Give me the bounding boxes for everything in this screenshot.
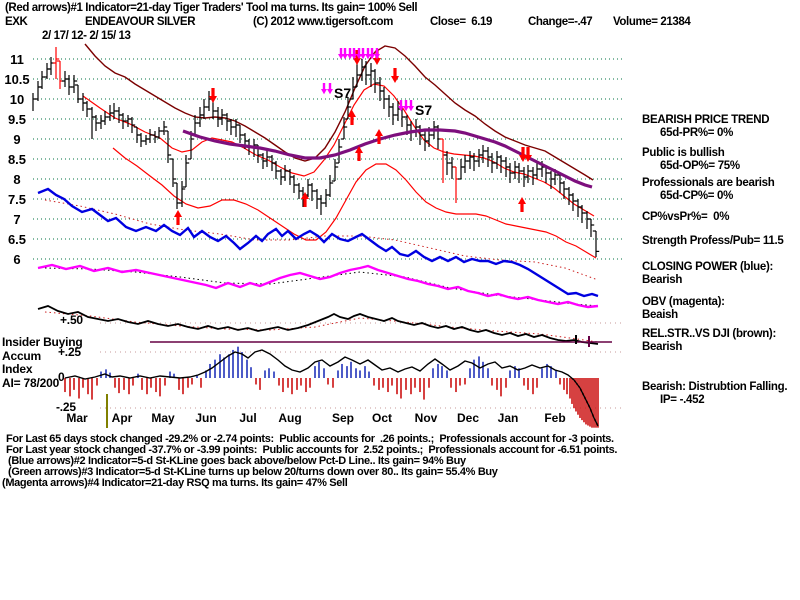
- public-state: Public is bullish: [642, 147, 725, 159]
- footer-indicator3: (Green arrows)#3 Indicator=5-d St-KLine …: [8, 466, 498, 478]
- plus25-label: +.25: [58, 345, 81, 359]
- ip-title: Bearish: Distrubtion Falling.: [642, 381, 788, 393]
- s7-annotation: S7: [334, 85, 352, 101]
- strength-ratio: Strength Profess/Pub= 11.5: [642, 235, 784, 247]
- closing-power-title: CLOSING POWER (blue):: [642, 261, 774, 273]
- pr-percent: 65d-PR%= 0%: [660, 127, 734, 139]
- price-tick-label: 7: [13, 212, 21, 227]
- month-label: Nov: [414, 411, 438, 425]
- closing-power-state: Bearish: [642, 274, 683, 286]
- price-tick-label: 8.5: [7, 152, 27, 167]
- footer-indicator2: (Blue arrows)#2 Indicator=5-d St-KLine g…: [8, 455, 466, 467]
- zero-label: 0: [58, 370, 65, 384]
- copyright: (C) 2012 www.tigersoft.com: [253, 16, 393, 28]
- month-label: Feb: [544, 411, 566, 425]
- insider-buying-label: Insider Buying: [2, 335, 83, 349]
- month-label: Jul: [239, 411, 257, 425]
- close-value: Close= 6.19: [430, 16, 493, 28]
- footer-change-year: For Last year stock changed -37.7% or -3…: [6, 444, 618, 456]
- price-tick-label: 9.5: [7, 112, 27, 127]
- index-label: Index: [2, 362, 33, 376]
- volume-value: Volume= 21384: [613, 16, 691, 28]
- price-tick-label: 8: [13, 172, 21, 187]
- price-tick-label: 9: [13, 132, 21, 147]
- ai-value: AI= 78/200: [2, 376, 60, 390]
- ticker-symbol: EXK: [5, 16, 28, 28]
- date-range: 2/ 17/ 12- 2/ 15/ 13: [42, 30, 131, 42]
- month-label: Dec: [456, 411, 480, 425]
- ip-value: IP= -.452: [660, 394, 705, 406]
- month-label: Oct: [371, 411, 393, 425]
- footer-change-65d: For Last 65 days stock changed -29.2% or…: [6, 433, 614, 445]
- month-label: May: [151, 411, 175, 425]
- price-tick-label: 7.5: [7, 192, 27, 207]
- accum-label: Accum: [2, 349, 42, 363]
- cp-vs-pr: CP%vsPr%= 0%: [642, 211, 730, 223]
- footer-indicator4: (Magenta arrows)#4 Indicator=21-day RSQ …: [2, 477, 348, 489]
- minus25-label: -.25: [56, 400, 76, 414]
- month-label: Sep: [331, 411, 355, 425]
- indicator1-legend: (Red arrows)#1 Indicator=21-day Tiger Tr…: [5, 2, 418, 14]
- relstr-title: REL.STR..VS DJI (brown):: [642, 328, 776, 340]
- s7-annotation: S7: [415, 102, 433, 118]
- price-trend-title: BEARISH PRICE TREND: [642, 114, 770, 126]
- price-tick-label: 10: [9, 92, 25, 107]
- month-label: Mar: [66, 411, 88, 425]
- professionals-state: Professionals are bearish: [642, 177, 775, 189]
- price-tick-label: 10.5: [4, 72, 30, 87]
- company-name: ENDEAVOUR SILVER: [85, 16, 196, 28]
- obv-state: Beaish: [642, 309, 678, 321]
- price-tick-label: 11: [10, 52, 24, 67]
- obv-title: OBV (magenta):: [642, 296, 725, 308]
- price-tick-label: 6.5: [7, 232, 27, 247]
- month-label: Aug: [278, 411, 302, 425]
- price-tick-label: 6: [13, 252, 21, 267]
- op-percent: 65d-OP%= 75%: [660, 160, 740, 172]
- cp-percent: 65d-CP%= 0%: [660, 190, 734, 202]
- month-label: Jan: [497, 411, 519, 425]
- plus50-label: +.50: [60, 313, 83, 327]
- relstr-state: Bearish: [642, 341, 683, 353]
- month-label: Jun: [195, 411, 217, 425]
- change-value: Change=-.47: [528, 16, 593, 28]
- month-label: Apr: [111, 411, 133, 425]
